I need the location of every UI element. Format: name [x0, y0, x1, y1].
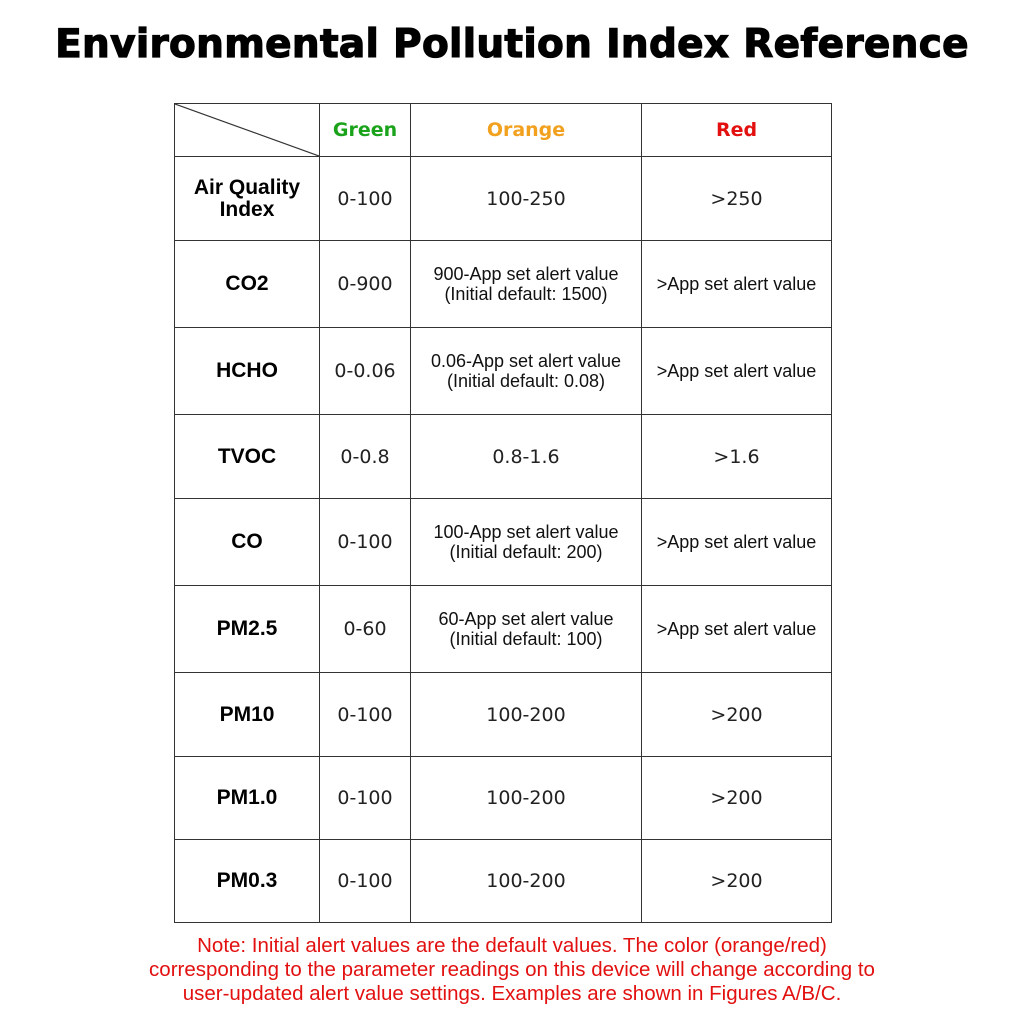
orange-range-cell: 100-200 [410, 839, 642, 923]
row-label-line: TVOC [217, 444, 277, 468]
orange-range-cell: 900-App set alert value (Initial default:… [410, 240, 642, 328]
green-range-cell: 0-0.06 [319, 327, 411, 415]
footnote-line: corresponding to the parameter readings … [149, 958, 875, 981]
table-row: CO2 0-900 900-App set alert value (Initial … [174, 240, 832, 328]
row-label-line: PM10 [219, 702, 275, 726]
orange-range-cell: 100-200 [410, 756, 642, 840]
row-label: HCHO [174, 327, 320, 415]
green-range-cell: 0-100 [319, 156, 411, 241]
orange-range-line: 100-200 [486, 870, 566, 892]
red-range-cell: >200 [641, 756, 832, 840]
row-label: PM0.3 [174, 839, 320, 923]
row-label-line: PM0.3 [216, 869, 278, 892]
orange-range-cell: 60-App set alert value (Initial default: … [410, 585, 642, 673]
table-header-row: Green Orange Red [174, 103, 832, 157]
page-title: Environmental Pollution Index Reference [55, 21, 970, 67]
row-label: CO [174, 498, 320, 586]
orange-range-cell: 100-200 [410, 672, 642, 757]
orange-range-line: 100-200 [486, 703, 566, 726]
row-label-line: PM2.5 [216, 617, 278, 640]
orange-range-line: (Initial default: 1500) [444, 284, 608, 304]
row-label-line: CO2 [225, 272, 269, 295]
row-label: TVOC [174, 414, 320, 499]
red-range-cell: >App set alert value [641, 240, 832, 328]
red-range-cell: >200 [641, 839, 832, 923]
orange-range-line: 900-App set alert value [433, 264, 619, 284]
table-row: HCHO 0-0.06 0.06-App set alert value (Initi… [174, 327, 832, 415]
row-label: CO2 [174, 240, 320, 328]
table-row: PM1.0 0-100 100-200 >200 [174, 756, 832, 840]
footnote-line: Note: Initial alert values are the defau… [197, 934, 827, 957]
row-label: Air Quality Index [174, 156, 320, 241]
orange-range-cell: 100-250 [410, 156, 642, 241]
red-range-cell: >App set alert value [641, 585, 832, 673]
orange-range-line: 60-App set alert value [438, 609, 614, 629]
row-label-line: Air Quality [193, 175, 301, 199]
orange-range-line: (Initial default: 200) [449, 542, 603, 562]
green-range-cell: 0-60 [319, 585, 411, 673]
row-label-line: HCHO [216, 359, 278, 382]
header-orange: Orange [410, 103, 642, 157]
orange-range-cell: 0.06-App set alert value (Initial default… [410, 327, 642, 415]
row-label: PM2.5 [174, 585, 320, 673]
header-red: Red [641, 103, 832, 157]
corner-diagonal-cell [174, 103, 320, 157]
orange-range-line: 0.06-App set alert value [430, 351, 622, 371]
diagonal-line [175, 104, 319, 156]
orange-range-line: (Initial default: 0.08) [446, 371, 606, 391]
orange-range-line: 100-App set alert value [433, 522, 619, 542]
row-label-line: CO [231, 530, 263, 553]
orange-range-cell: 100-App set alert value (Initial default:… [410, 498, 642, 586]
green-range-cell: 0-100 [319, 672, 411, 757]
red-range-cell: >App set alert value [641, 498, 832, 586]
footnote-line: user-updated alert value settings. Examp… [182, 982, 842, 1005]
pollution-index-table: Green Orange Red Air Quality Index 0-100 10… [174, 103, 832, 923]
row-label-line: Index [219, 197, 275, 221]
orange-range-cell: 0.8-1.6 [410, 414, 642, 499]
orange-range-line: 0.8-1.6 [492, 445, 560, 468]
green-range-cell: 0-0.8 [319, 414, 411, 499]
green-range-cell: 0-100 [319, 498, 411, 586]
row-label-line: PM1.0 [216, 786, 278, 809]
red-range-cell: >1.6 [641, 414, 832, 499]
row-label: PM1.0 [174, 756, 320, 840]
header-green: Green [319, 103, 411, 157]
table-row: PM2.5 0-60 60-App set alert value (Initial … [174, 585, 832, 673]
green-range-cell: 0-100 [319, 839, 411, 923]
red-range-cell: >200 [641, 672, 832, 757]
table-row: Air Quality Index 0-100 100-250 >250 [174, 156, 832, 241]
orange-range-line: (Initial default: 100) [449, 629, 603, 649]
table-row: PM0.3 0-100 100-200 >200 [174, 839, 832, 923]
orange-range-line: 100-200 [486, 787, 566, 809]
red-range-cell: >App set alert value [641, 327, 832, 415]
green-range-cell: 0-900 [319, 240, 411, 328]
table-row: PM10 0-100 100-200 >200 [174, 672, 832, 757]
footnote: Note: Initial alert values are the defau… [0, 934, 1024, 1006]
row-label: PM10 [174, 672, 320, 757]
red-range-cell: >250 [641, 156, 832, 241]
table-row: CO 0-100 100-App set alert value (Initial d… [174, 498, 832, 586]
green-range-cell: 0-100 [319, 756, 411, 840]
orange-range-line: 100-250 [486, 187, 566, 210]
table-row: TVOC 0-0.8 0.8-1.6 >1.6 [174, 414, 832, 499]
